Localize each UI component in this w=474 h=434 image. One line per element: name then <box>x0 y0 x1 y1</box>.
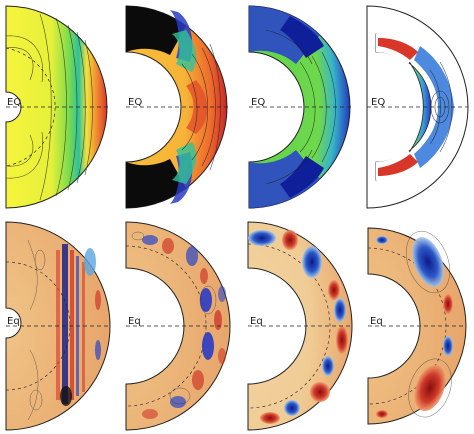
panel-top-1-eq-label: EQ <box>7 97 21 108</box>
panel-bottom-2-eq-label: Eq <box>128 316 141 327</box>
panel-bottom-4-eq-label: Eq <box>370 316 383 327</box>
panel-top-4-eq-label: EQ <box>371 97 385 108</box>
panel-top-2-shell <box>125 5 228 209</box>
panel-bottom-2: Eq <box>125 221 231 431</box>
panel-top-1: EQ <box>5 5 108 209</box>
panel-top-3: EQ <box>248 5 351 209</box>
panel-bottom-1: Eq <box>5 221 111 431</box>
panel-bottom-3: Eq <box>247 221 353 431</box>
panel-top-4: EQ <box>366 5 469 209</box>
panel-bottom-3-shell <box>247 221 353 431</box>
panel-bottom-3-eq-label: Eq <box>250 316 263 327</box>
panel-top-2: EQ <box>125 5 228 209</box>
panel-top-2-eq-label: EQ <box>128 97 142 108</box>
panel-bottom-4: Eq <box>367 227 467 425</box>
panel-bottom-1-eq-label: Eq <box>7 316 20 327</box>
panel-top-3-eq-label: EQ <box>251 97 265 108</box>
